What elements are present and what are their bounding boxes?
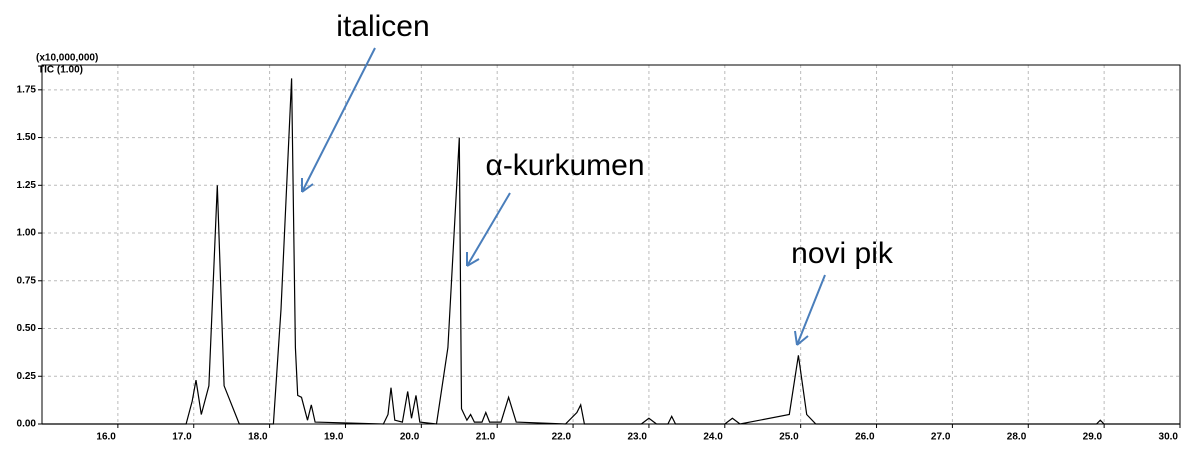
x-tick-label: 22.0 <box>552 432 572 443</box>
arrow <box>794 274 826 346</box>
trace-label: TIC (1.00) <box>38 65 83 76</box>
plot-frame <box>41 64 1181 425</box>
y-tick-label: 1.50 <box>17 132 37 143</box>
x-tick-label: 24.0 <box>703 432 723 443</box>
trace-line <box>42 78 1180 425</box>
y-tick-label: 0.50 <box>17 323 37 334</box>
y-tick-label: 1.25 <box>17 180 37 191</box>
x-tick-label: 21.0 <box>476 432 496 443</box>
annotation: novi pik <box>791 237 894 270</box>
x-tick-label: 18.0 <box>248 432 268 443</box>
arrows <box>301 47 826 346</box>
x-tick-label: 19.0 <box>324 432 344 443</box>
y-tick-label: 0.25 <box>17 371 37 382</box>
x-tick-label: 27.0 <box>931 432 951 443</box>
scale-label: (x10,000,000) <box>36 53 98 64</box>
x-tick-label: 30.0 <box>1159 432 1179 443</box>
x-tick-label: 20.0 <box>400 432 420 443</box>
x-tick-label: 16.0 <box>96 432 116 443</box>
x-tick-label: 25.0 <box>779 432 799 443</box>
arrow <box>301 47 376 193</box>
y-tick-label: 1.00 <box>17 228 37 239</box>
x-tick-label: 23.0 <box>627 432 647 443</box>
y-tick-label: 0.00 <box>17 419 37 430</box>
x-tick-label: 28.0 <box>1007 432 1027 443</box>
x-tick-label: 29.0 <box>1083 432 1103 443</box>
annotation: α-kurkumen <box>485 149 644 182</box>
x-tick-label: 17.0 <box>172 432 192 443</box>
y-tick-label: 1.75 <box>17 84 37 95</box>
y-tick-label: 0.75 <box>17 275 37 286</box>
annotation: italicen <box>336 10 429 43</box>
arrow <box>466 192 511 267</box>
x-tick-label: 26.0 <box>855 432 875 443</box>
